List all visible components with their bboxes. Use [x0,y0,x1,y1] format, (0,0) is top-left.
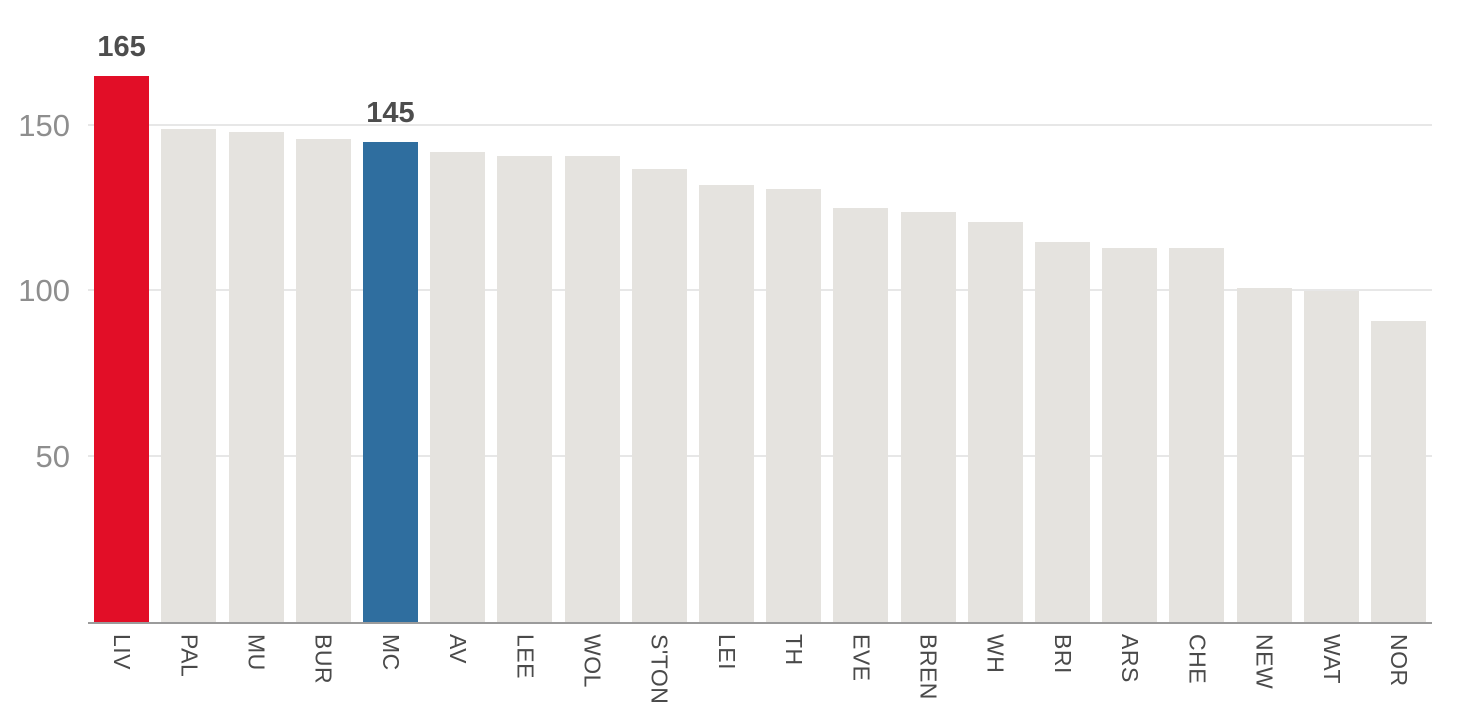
x-label-slot: ARS [1096,634,1163,724]
bar-bri [1034,241,1090,622]
x-label-slot: LEI [693,634,760,724]
x-labels: LIV PAL MU BUR MC AV LEE WOL S'TON LEI TH EVE BREN WH… [88,634,1432,724]
x-axis-label: BRI [1049,634,1076,674]
x-label-slot: NEW [1230,634,1297,724]
bar-slot [491,0,558,622]
x-axis-label: LIV [109,634,136,671]
x-axis-label: EVE [848,634,875,682]
bar-slot [1365,0,1432,622]
bar-value-label: 145 [366,97,415,130]
y-tick-label: 150 [18,107,70,143]
bar-wh [967,221,1023,622]
x-axis-label: ARS [1117,634,1144,683]
bar-ston [631,168,687,622]
bar-slot [1096,0,1163,622]
x-label-slot: EVE [827,634,894,724]
bar-wat [1303,291,1359,622]
bar-slot [424,0,491,622]
x-label-slot: LEE [491,634,558,724]
bar-new [1236,287,1292,622]
bar-slot [1029,0,1096,622]
bar-pal [161,129,217,622]
x-axis-label: WOL [579,634,606,688]
x-label-slot: WAT [1298,634,1365,724]
x-label-slot: LIV [88,634,155,724]
bar-slot: 145 [357,0,424,622]
bar-liv [94,76,150,622]
bar-wol [564,155,620,622]
x-axis-label: MU [243,634,270,671]
bar-slot [693,0,760,622]
plot-area: 165 145 [88,0,1432,624]
y-tick-label: 50 [35,438,70,474]
gridline [88,289,1432,292]
bar-slot [626,0,693,622]
bar-slot [1163,0,1230,622]
y-tick-label: 100 [18,273,70,309]
bar-av [430,152,486,622]
bar-value-label: 165 [97,31,146,64]
y-axis: 50 100 150 [0,0,74,622]
x-label-slot: TH [760,634,827,724]
x-axis-label: LEE [512,634,539,679]
x-axis-label: BREN [915,634,942,700]
x-label-slot: BRI [1029,634,1096,724]
bar-slot [962,0,1029,622]
bar-lee [497,155,553,622]
x-axis-label: CHE [1184,634,1211,685]
bar-slot [760,0,827,622]
x-axis-label: NOR [1385,634,1412,687]
x-axis-label: WAT [1318,634,1345,685]
x-axis-label: TH [781,634,808,666]
bar-mu [228,132,284,622]
x-label-slot: WOL [558,634,625,724]
bar-bur [295,138,351,622]
gridline [88,454,1432,457]
x-axis-label: LEI [713,634,740,671]
bar-slot [1298,0,1365,622]
x-label-slot: PAL [155,634,222,724]
x-label-slot: AV [424,634,491,724]
bar-che [1169,248,1225,622]
x-label-slot: MC [357,634,424,724]
bars: 165 145 [88,0,1432,622]
bar-ars [1102,248,1158,622]
bar-slot [1230,0,1297,622]
bar-slot [290,0,357,622]
x-axis-label: AV [445,634,472,664]
bar-slot [222,0,289,622]
bar-nor [1370,320,1426,622]
bar-bren [900,211,956,622]
bar-slot [827,0,894,622]
x-label-slot: WH [962,634,1029,724]
x-label-slot: NOR [1365,634,1432,724]
bar-lei [698,185,754,622]
x-label-slot: BREN [894,634,961,724]
x-label-slot: MU [222,634,289,724]
x-axis-label: WH [982,634,1009,674]
x-axis-label: NEW [1251,634,1278,690]
gridline [88,123,1432,126]
bar-slot [558,0,625,622]
bar-slot: 165 [88,0,155,622]
bar-slot [894,0,961,622]
x-label-slot: S'TON [626,634,693,724]
bar-eve [833,208,889,622]
bar-mc [362,142,418,622]
x-axis-label: BUR [310,634,337,685]
x-axis-label: PAL [176,634,203,678]
x-axis-label: S'TON [646,634,673,705]
x-label-slot: CHE [1163,634,1230,724]
bar-slot [155,0,222,622]
bar-th [766,188,822,622]
x-axis-line [88,622,1432,624]
x-axis-label: MC [377,634,404,671]
x-label-slot: BUR [290,634,357,724]
